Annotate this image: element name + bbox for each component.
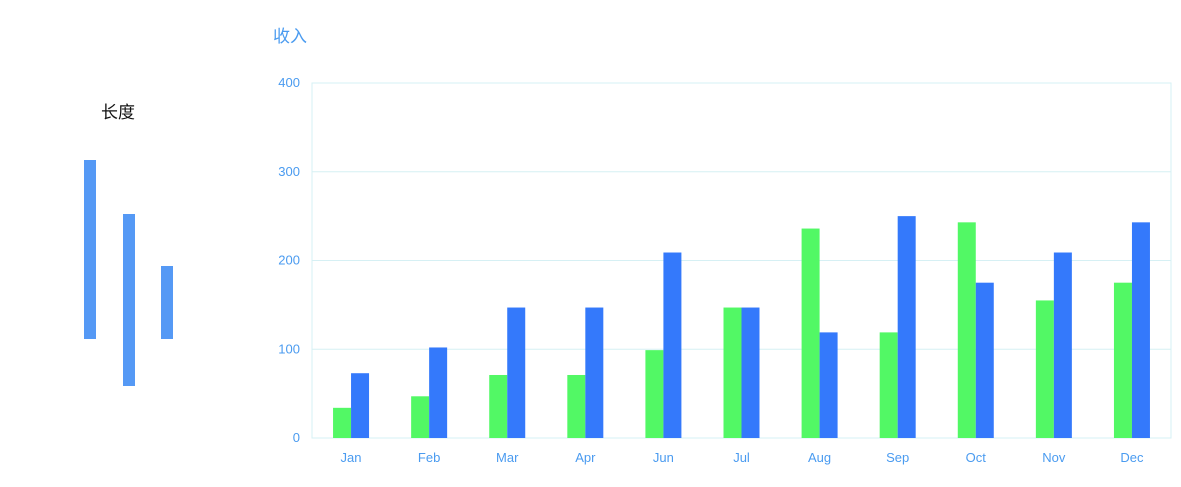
x-tick-label: Oct	[966, 450, 987, 465]
bar-series-1-feb	[411, 396, 430, 438]
bar-series-1-jun	[645, 350, 664, 438]
x-tick-label: Jul	[733, 450, 750, 465]
bar-series-2-feb	[429, 347, 448, 438]
legend-bar-2	[123, 214, 135, 386]
bar-series-2-nov	[1053, 252, 1072, 438]
x-tick-label: Apr	[575, 450, 596, 465]
bar-series-1-jan	[333, 407, 352, 438]
bar-series-2-aug	[819, 332, 838, 438]
y-tick-label: 200	[278, 253, 300, 268]
bar-series-1-jul	[723, 307, 742, 438]
bar-series-1-mar	[489, 374, 508, 438]
legend-bar-1	[84, 160, 96, 339]
chart-title: 收入	[273, 27, 307, 47]
bar-series-2-mar	[507, 307, 526, 438]
x-tick-label: Mar	[496, 450, 519, 465]
bar-series-2-jun	[663, 252, 682, 438]
bar-series-2-jan	[351, 373, 370, 438]
bar-series-2-dec	[1131, 222, 1150, 438]
y-tick-label: 100	[278, 341, 300, 356]
legend-title: 长度	[101, 103, 135, 123]
bar-series-2-apr	[585, 307, 604, 438]
bar-series-2-sep	[897, 216, 916, 438]
bar-series-1-nov	[1035, 300, 1054, 438]
bar-series-2-jul	[741, 307, 760, 438]
legend-bars-graphic	[84, 160, 173, 386]
x-tick-label: Dec	[1120, 450, 1144, 465]
x-tick-label: Jan	[341, 450, 362, 465]
bar-series-1-sep	[879, 332, 898, 438]
x-tick-label: Jun	[653, 450, 674, 465]
y-tick-label: 400	[278, 75, 300, 90]
bar-series-2-oct	[975, 282, 994, 438]
x-tick-label: Feb	[418, 450, 440, 465]
x-tick-label: Aug	[808, 450, 831, 465]
y-tick-label: 0	[293, 430, 300, 445]
bar-series-1-dec	[1113, 282, 1132, 438]
legend-bar-3	[161, 266, 173, 339]
y-tick-label: 300	[278, 164, 300, 179]
x-tick-label: Sep	[886, 450, 909, 465]
bar-series-1-oct	[957, 222, 976, 438]
x-tick-label: Nov	[1042, 450, 1066, 465]
bar-series-1-apr	[567, 374, 586, 438]
bar-series-1-aug	[801, 228, 820, 438]
